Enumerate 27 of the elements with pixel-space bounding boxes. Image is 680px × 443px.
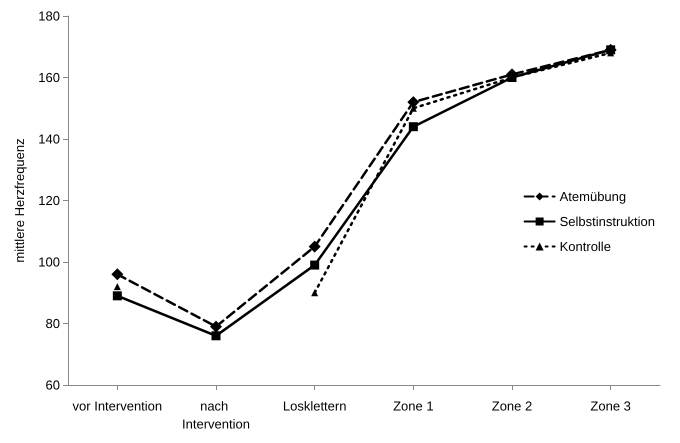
- x-tick-label: Zone 1: [393, 398, 434, 414]
- x-tick-label: Losklettern: [282, 398, 346, 414]
- legend-label: Kontrolle: [560, 239, 611, 254]
- point: [310, 260, 320, 270]
- y-tick-label: 160: [38, 70, 60, 85]
- y-tick-label: 80: [46, 316, 60, 331]
- y-tick-label: 180: [38, 8, 60, 24]
- y-tick-label: 60: [46, 378, 60, 392]
- x-tick-label: Zone 3: [590, 398, 631, 414]
- y-axis-title: mittlere Herzfrequenz: [12, 138, 27, 263]
- point: [308, 240, 321, 253]
- point: [407, 96, 420, 108]
- x-tick-label: nach Intervention: [182, 398, 250, 432]
- x-tick-label: vor Intervention: [72, 398, 162, 414]
- point: [114, 283, 121, 290]
- point: [111, 268, 124, 280]
- point: [311, 289, 318, 296]
- x-tick-label: Zone 2: [492, 398, 532, 414]
- legend-label: Selbstinstruktion: [560, 214, 656, 229]
- point: [408, 122, 418, 132]
- point: [212, 331, 220, 340]
- y-tick-label: 120: [38, 193, 60, 208]
- y-tick-label: 140: [38, 132, 60, 146]
- point: [210, 320, 222, 333]
- point: [112, 291, 122, 300]
- y-tick-label: 100: [38, 254, 60, 270]
- legend-label: Atemübung: [560, 189, 626, 204]
